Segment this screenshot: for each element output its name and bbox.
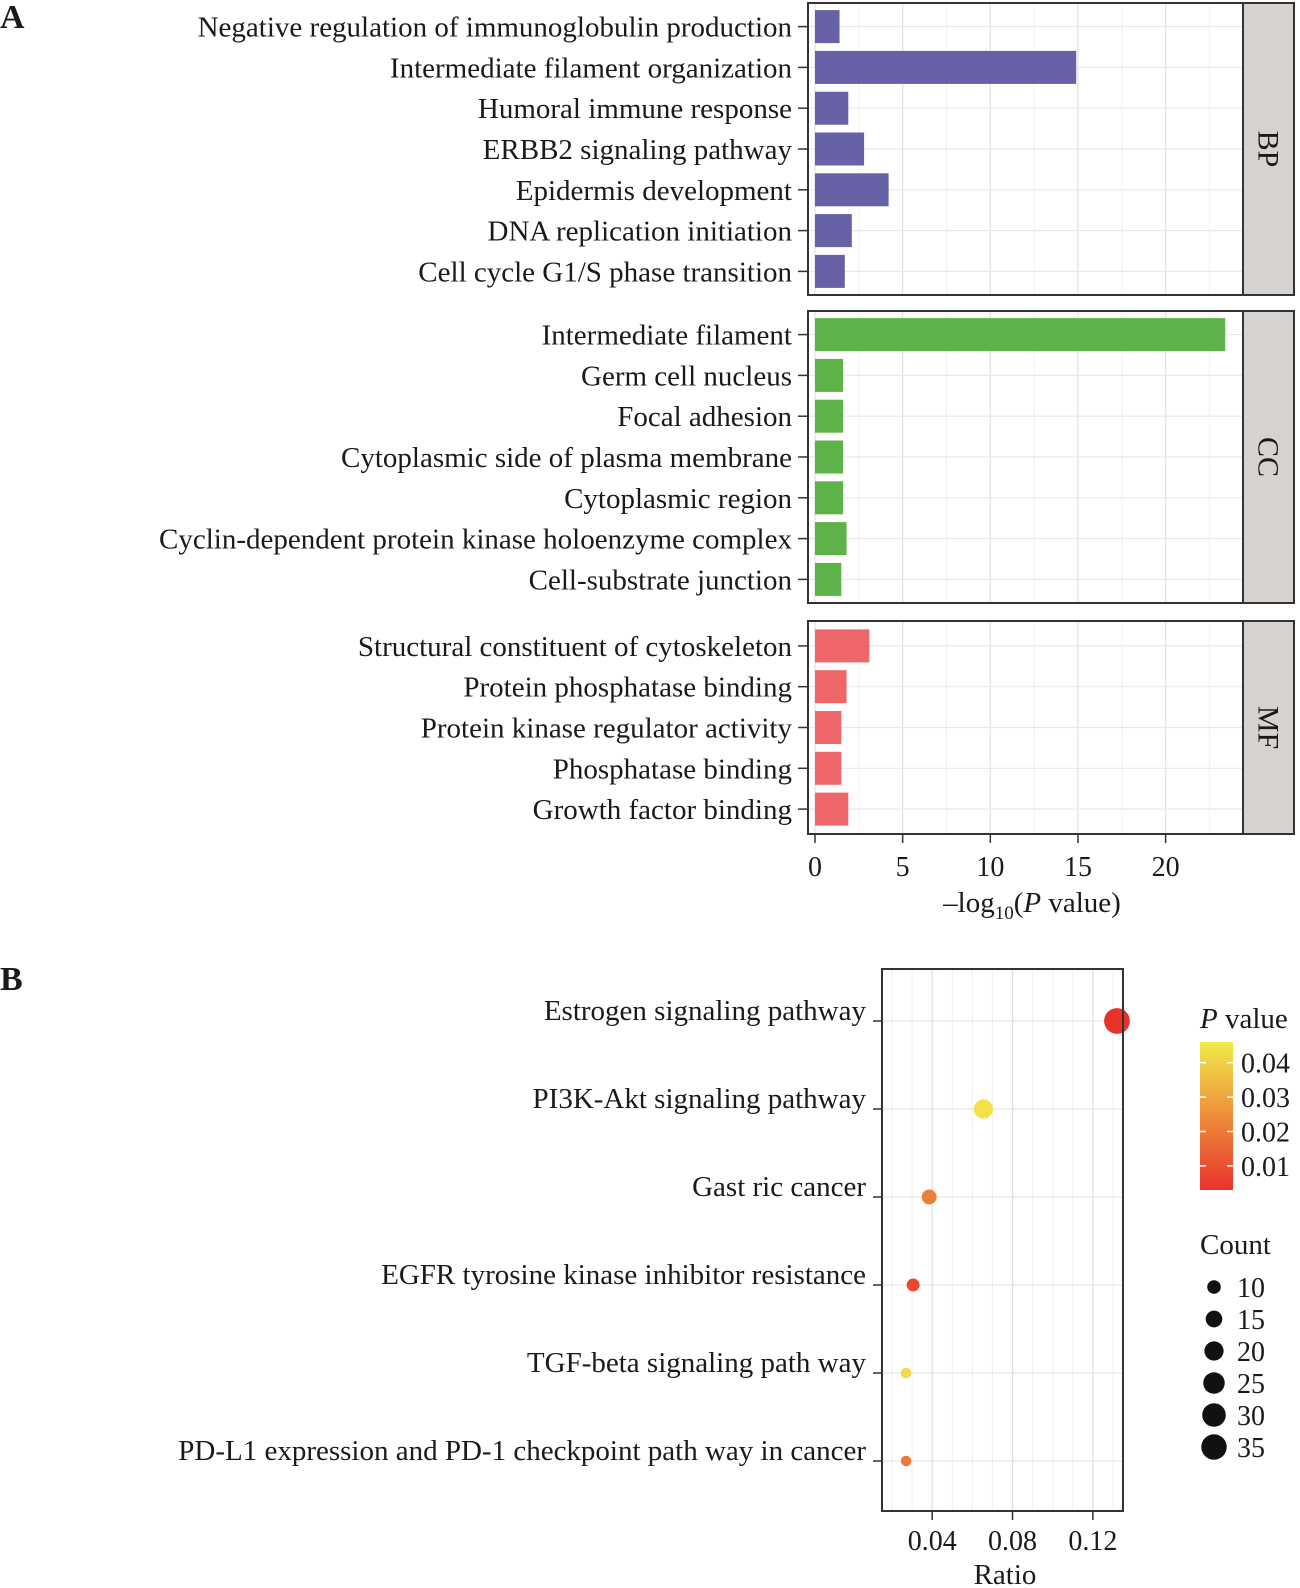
category-label: Cytoplasmic region — [564, 483, 792, 515]
facet-bp: Negative regulation of immunoglobulin pr… — [198, 2, 1295, 296]
category-label: Cyclin-dependent protein kinase holoenzy… — [159, 524, 792, 556]
bar-negative-regulation-of-immunoglobulin-production — [815, 10, 840, 44]
category-label: Germ cell nucleus — [581, 360, 792, 392]
bar-cell-cycle-g1-s-phase-transition — [815, 254, 845, 288]
point-pd-l1-expression-and-pd-1-checkpoint-path-way-in-cancer — [900, 1455, 912, 1467]
bar-germ-cell-nucleus — [815, 358, 844, 392]
bar-cyclin-dependent-protein-kinase-holoenzyme-complex — [815, 522, 847, 556]
bar-intermediate-filament-organization — [815, 50, 1077, 84]
bar-intermediate-filament — [815, 318, 1226, 352]
size-legend-label: 15 — [1237, 1305, 1265, 1336]
facet-strip-label: CC — [1252, 437, 1285, 477]
panel-a-label: A — [0, 0, 25, 36]
go-enrichment-bar-chart: Negative regulation of immunoglobulin pr… — [159, 2, 1295, 883]
category-label: Cytoplasmic side of plasma membrane — [341, 442, 792, 474]
point-gast-ric-cancer — [921, 1189, 937, 1205]
category-label: Focal adhesion — [617, 401, 792, 433]
facet-strip — [1242, 620, 1295, 835]
point-estrogen-signaling-pathway — [1104, 1008, 1130, 1034]
bar-focal-adhesion — [815, 399, 844, 433]
category-label: Negative regulation of immunoglobulin pr… — [198, 12, 793, 44]
bar-epidermis-development — [815, 173, 889, 207]
facet-strip-label: BP — [1252, 131, 1285, 168]
size-legend-label: 20 — [1237, 1337, 1265, 1368]
category-label: PD-L1 expression and PD-1 checkpoint pat… — [178, 1435, 866, 1467]
category-label: Phosphatase binding — [553, 753, 792, 785]
plot-background — [882, 969, 1123, 1511]
category-label: Estrogen signaling pathway — [544, 995, 867, 1027]
category-label: Intermediate filament organization — [390, 52, 793, 84]
facet-cc: Intermediate filament Germ cell nucleus Fo… — [159, 310, 1295, 604]
bar-cell-substrate-junction — [815, 562, 842, 596]
point-tgf-beta-signaling-path-way — [900, 1367, 912, 1379]
bar-cytoplasmic-region — [815, 481, 844, 515]
facet-strip-label: MF — [1252, 706, 1285, 749]
chart-a-x-axis-title: –log10(P value) — [942, 887, 1121, 924]
category-label: PI3K-Akt signaling pathway — [533, 1083, 867, 1115]
facet-strip — [1242, 2, 1295, 296]
category-label: EGFR tyrosine kinase inhibitor resistanc… — [381, 1259, 866, 1291]
size-legend-label: 30 — [1237, 1401, 1265, 1432]
facet-strip — [1242, 310, 1295, 604]
colorbar-tick-label: 0.04 — [1241, 1049, 1290, 1080]
pvalue-legend-title: P value — [1199, 1003, 1288, 1035]
size-legend-dot — [1202, 1403, 1226, 1427]
count-legend-title: Count — [1200, 1229, 1271, 1261]
bar-erbb2-signaling-pathway — [815, 132, 865, 166]
size-legend-dot — [1207, 1280, 1221, 1294]
x-tick-label: 15 — [1064, 852, 1092, 883]
x-tick-label: 20 — [1152, 852, 1180, 883]
bar-phosphatase-binding — [815, 751, 842, 785]
category-label: Structural constituent of cytoskeleton — [358, 631, 793, 663]
x-tick-label: 10 — [976, 852, 1004, 883]
x-tick-label: 0.12 — [1068, 1526, 1117, 1557]
category-label: Growth factor binding — [533, 794, 792, 826]
bar-cytoplasmic-side-of-plasma-membrane — [815, 440, 844, 474]
bar-protein-kinase-regulator-activity — [815, 711, 842, 744]
category-label: Cell cycle G1/S phase transition — [418, 256, 792, 288]
category-label: Protein kinase regulator activity — [421, 713, 793, 745]
colorbar-tick-label: 0.02 — [1241, 1117, 1290, 1148]
size-legend-label: 10 — [1237, 1273, 1265, 1304]
size-legend-dot — [1203, 1372, 1225, 1394]
point-egfr-tyrosine-kinase-inhibitor-resistance — [906, 1278, 920, 1292]
panel-b-label: B — [0, 961, 23, 998]
category-label: Epidermis development — [516, 175, 792, 207]
size-legend-label: 35 — [1237, 1433, 1265, 1464]
chart-b-x-axis-title: Ratio — [974, 1559, 1037, 1588]
x-tick-label: 0 — [808, 852, 822, 883]
category-label: Intermediate filament — [542, 320, 792, 352]
category-label: Gast ric cancer — [692, 1171, 866, 1203]
colorbar-tick-label: 0.03 — [1241, 1083, 1290, 1114]
category-label: Cell-substrate junction — [529, 564, 793, 596]
kegg-enrichment-dot-chart: Estrogen signaling pathway PI3K-Akt signa… — [178, 968, 1130, 1557]
facet-mf: Structural constituent of cytoskeleton Pr… — [358, 620, 1295, 835]
bar-structural-constituent-of-cytoskeleton — [815, 629, 870, 663]
colorbar-tick-label: 0.01 — [1241, 1152, 1290, 1183]
bar-dna-replication-initiation — [815, 214, 852, 248]
category-label: DNA replication initiation — [488, 216, 793, 248]
x-tick-label: 5 — [896, 852, 910, 883]
bar-growth-factor-binding — [815, 792, 849, 826]
category-label: Humoral immune response — [478, 93, 792, 125]
point-pi3k-akt-signaling-pathway — [973, 1099, 994, 1119]
x-tick-label: 0.04 — [908, 1526, 957, 1557]
category-label: Protein phosphatase binding — [463, 672, 792, 704]
bar-humoral-immune-response — [815, 91, 849, 125]
pvalue-colorbar — [1200, 1042, 1233, 1190]
category-label: ERBB2 signaling pathway — [483, 134, 793, 166]
size-legend-dot — [1204, 1341, 1224, 1361]
plot-border — [881, 968, 1124, 1512]
pvalue-color-legend: P value 0.040.030.02 0.01 — [1199, 1003, 1290, 1190]
bar-protein-phosphatase-binding — [815, 670, 847, 704]
size-legend-dot — [1205, 1310, 1223, 1328]
x-tick-label: 0.08 — [988, 1526, 1037, 1557]
category-label: TGF-beta signaling path way — [527, 1347, 867, 1379]
size-legend-label: 25 — [1237, 1369, 1265, 1400]
size-legend-dot — [1201, 1434, 1227, 1460]
